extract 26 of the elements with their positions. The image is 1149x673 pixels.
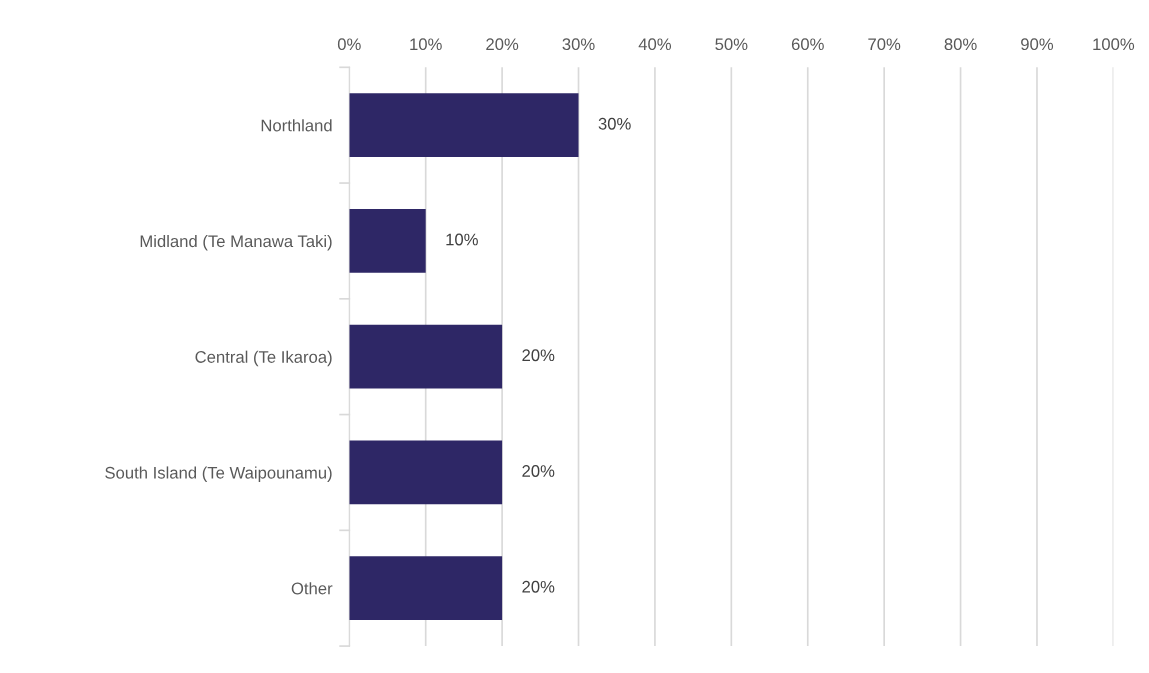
bar <box>349 556 503 621</box>
bar <box>349 324 503 389</box>
y-tick-label: Central (Te Ikaroa) <box>195 350 332 367</box>
x-tick-label: 70% <box>868 38 901 51</box>
data-label: 20% <box>522 349 555 362</box>
y-tick-label: South Island (Te Waipounamu) <box>105 466 332 482</box>
bar <box>349 209 426 273</box>
data-label: 20% <box>522 580 555 593</box>
x-tick-label: 30% <box>562 38 595 51</box>
x-tick-label: 0% <box>337 38 361 51</box>
x-tick-label: 10% <box>410 38 442 51</box>
x-tick-label: 40% <box>638 38 672 51</box>
x-tick-label: 80% <box>944 38 977 51</box>
y-tick-label: Midland (Te Manawa Taki) <box>140 234 332 251</box>
y-tick-label: Northland <box>261 119 332 132</box>
data-label: 30% <box>598 117 631 130</box>
x-tick-label: 50% <box>715 38 748 51</box>
x-tick-label: 100% <box>1093 38 1135 51</box>
y-tick-label: Other <box>291 582 333 595</box>
bar <box>349 440 503 505</box>
bar <box>349 93 579 158</box>
data-label: 20% <box>522 465 555 477</box>
x-tick-label: 20% <box>486 38 519 51</box>
x-tick-label: 60% <box>791 38 824 51</box>
x-tick-label: 90% <box>1021 38 1054 51</box>
data-label: 10% <box>446 233 478 246</box>
